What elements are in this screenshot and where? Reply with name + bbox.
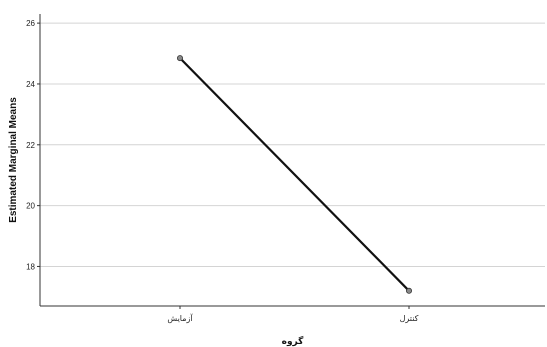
x-axis-title: گروه [282,335,305,347]
y-tick-label: 22 [26,141,35,150]
x-tick-label: آزمایش [167,313,193,323]
series [176,55,412,294]
y-tick-label: 26 [26,19,35,28]
y-tick-label: 18 [26,262,35,271]
y-tick-label: 20 [26,202,35,211]
x-tick-labels: آزمایش کنترل [167,306,419,323]
y-axis-title: Estimated Marginal Means [8,97,19,223]
y-tick-label: 24 [26,80,35,89]
axes [39,14,545,307]
y-tick-labels: 18 20 22 24 26 [26,19,40,271]
x-tick-label: کنترل [400,314,419,323]
data-point [405,287,412,294]
series-line [179,57,410,292]
data-point [176,55,183,62]
gridlines [40,22,545,267]
